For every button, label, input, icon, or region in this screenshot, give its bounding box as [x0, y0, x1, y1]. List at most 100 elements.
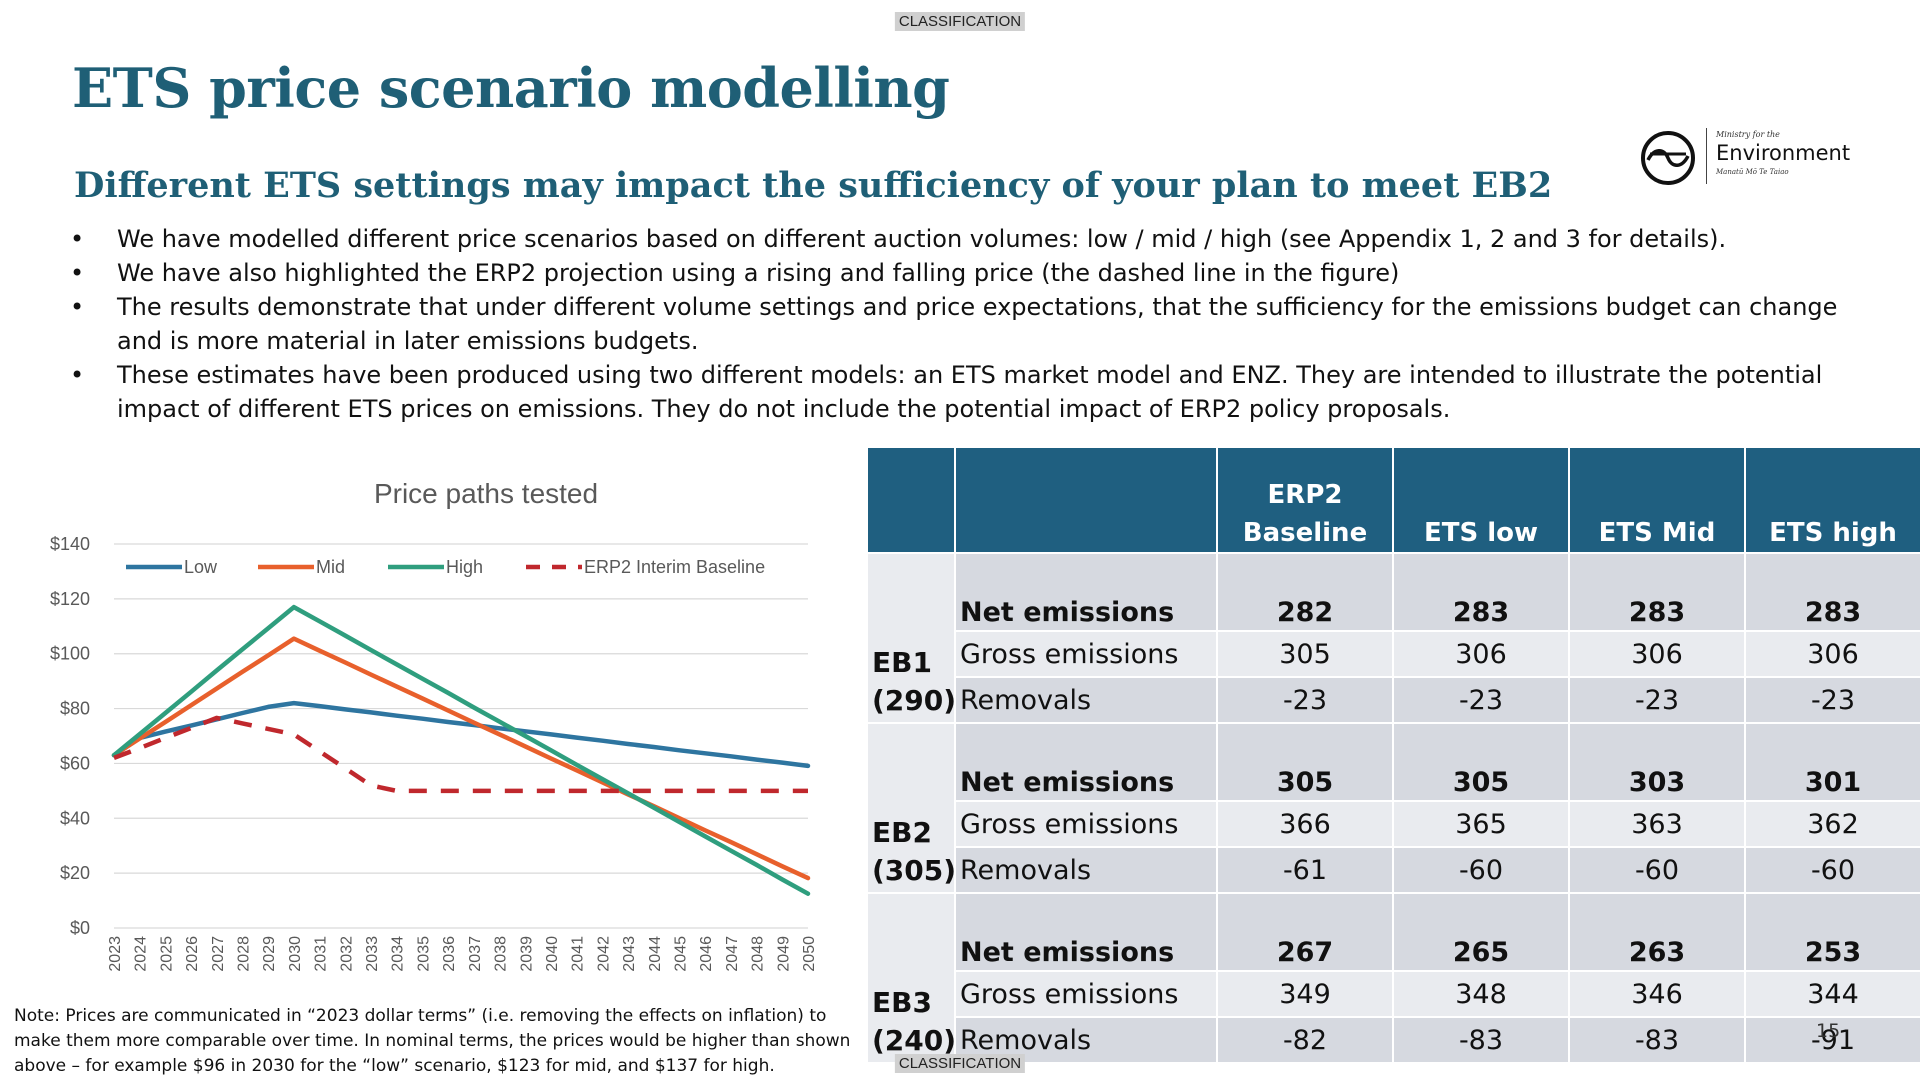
table-cell: 267	[1216, 892, 1394, 972]
row-label: Net emissions	[954, 552, 1218, 632]
table-cell: 362	[1744, 800, 1920, 848]
x-tick-label: 2046	[698, 936, 715, 972]
table-header-cell: ETS low	[1392, 446, 1570, 554]
legend-label: High	[446, 557, 483, 577]
table-cell: 306	[1744, 630, 1920, 678]
table-row: Removals -23 -23 -23 -23	[867, 676, 1920, 724]
logo-divider	[1706, 128, 1707, 184]
x-tick-label: 2031	[313, 936, 330, 972]
table-cell: 365	[1392, 800, 1570, 848]
y-tick-label: $40	[60, 808, 90, 828]
table-header-cell: ERP2 Baseline	[1216, 446, 1394, 554]
bullet-item: We have also highlighted the ERP2 projec…	[68, 256, 1888, 290]
x-tick-label: 2040	[544, 936, 561, 972]
table-header-row: ERP2 Baseline ETS low ETS Mid ETS high	[866, 446, 1920, 554]
table-row: Removals -61 -60 -60 -60	[867, 846, 1920, 894]
classification-label-bottom: CLASSIFICATION	[894, 1054, 1026, 1073]
table-cell: -60	[1392, 846, 1570, 894]
x-tick-label: 2030	[287, 936, 304, 972]
table-cell: 301	[1744, 722, 1920, 802]
x-tick-label: 2038	[493, 936, 510, 972]
table-row: EB3 (240) Net emissions 267 265 263 253	[866, 892, 1920, 1064]
x-tick-label: 2034	[390, 936, 407, 972]
series-line-mid	[111, 636, 811, 881]
bullet-list: We have modelled different price scenari…	[68, 222, 1888, 426]
row-label: Removals	[954, 846, 1218, 894]
logo-maori-text: Manatū Mō Te Taiao	[1716, 168, 1789, 176]
chart-note: Note: Prices are communicated in “2023 d…	[14, 1006, 851, 1076]
table-cell: 363	[1568, 800, 1746, 848]
table-row: EB1 (290) Net emissions 282 283 283 283	[866, 552, 1920, 724]
x-tick-label: 2041	[570, 936, 587, 972]
table-cell: 263	[1568, 892, 1746, 972]
classification-label-top: CLASSIFICATION	[894, 12, 1026, 31]
table-cell: 265	[1392, 892, 1570, 972]
table-cell: -83	[1568, 1016, 1746, 1064]
table-cell: -23	[1216, 676, 1394, 724]
legend-label: Mid	[316, 557, 345, 577]
table-cell: 366	[1216, 800, 1394, 848]
row-label: Net emissions	[954, 892, 1218, 972]
table-row: Gross emissions 349 348 346 344	[867, 970, 1920, 1018]
x-tick-label: 2033	[364, 936, 381, 972]
table-header-cell: ETS Mid	[1568, 446, 1746, 554]
x-tick-label: 2024	[133, 936, 150, 972]
row-label: Gross emissions	[954, 630, 1218, 678]
table-cell: 303	[1568, 722, 1746, 802]
table-row: Gross emissions 366 365 363 362	[867, 800, 1920, 848]
series-line-low	[111, 700, 811, 769]
logo-small-text: Ministry for the	[1716, 130, 1780, 139]
row-label: Net emissions	[954, 722, 1218, 802]
logo-big-text: Environment	[1716, 141, 1851, 165]
table-cell: 282	[1216, 552, 1394, 632]
x-tick-label: 2042	[595, 936, 612, 972]
x-tick-label: 2023	[107, 936, 124, 972]
x-tick-label: 2044	[647, 936, 664, 972]
x-tick-label: 2045	[672, 936, 689, 972]
table-cell: 305	[1216, 630, 1394, 678]
x-tick-label: 2037	[467, 936, 484, 972]
bullet-item: We have modelled different price scenari…	[68, 222, 1888, 256]
y-tick-label: $0	[70, 918, 90, 938]
bullet-item: These estimates have been produced using…	[68, 358, 1888, 426]
ministry-logo-icon	[1641, 131, 1695, 185]
table-cell: 306	[1392, 630, 1570, 678]
y-tick-label: $60	[60, 753, 90, 773]
row-label: Gross emissions	[954, 800, 1218, 848]
table-header-cell: ETS high	[1744, 446, 1920, 554]
table-cell: 344	[1744, 970, 1920, 1018]
series-line-high	[111, 604, 811, 896]
table-header-cell	[866, 446, 956, 554]
x-tick-label: 2032	[338, 936, 355, 972]
table-cell: -23	[1744, 676, 1920, 724]
y-tick-label: $80	[60, 699, 90, 719]
chart-title: Price paths tested	[374, 478, 598, 509]
x-tick-label: 2036	[441, 936, 458, 972]
table-cell: -61	[1216, 846, 1394, 894]
table-cell: 306	[1568, 630, 1746, 678]
y-tick-label: $140	[50, 534, 90, 554]
x-tick-label: 2050	[801, 936, 818, 972]
table-cell: -60	[1744, 846, 1920, 894]
table-row: Gross emissions 305 306 306 306	[867, 630, 1920, 678]
table-cell: 283	[1568, 552, 1746, 632]
table-cell: 305	[1216, 722, 1394, 802]
x-tick-label: 2047	[724, 936, 741, 972]
table-row: EB2 (305) Net emissions 305 305 303 301	[866, 722, 1920, 894]
price-paths-chart: Price paths tested $0 $20 $40 $60 $80 $100 $120…	[50, 478, 818, 972]
x-tick-label: 2049	[775, 936, 792, 972]
legend-label: Low	[184, 557, 218, 577]
row-label: Removals	[954, 676, 1218, 724]
emissions-table: ERP2 Baseline ETS low ETS Mid ETS high E…	[866, 446, 1920, 1064]
budget-label: EB2 (305)	[866, 722, 956, 894]
page-title: ETS price scenario modelling	[72, 56, 950, 120]
table-cell: 283	[1392, 552, 1570, 632]
table-cell: 283	[1744, 552, 1920, 632]
x-tick-label: 2029	[261, 936, 278, 972]
x-tick-label: 2043	[621, 936, 638, 972]
x-tick-label: 2025	[158, 936, 175, 972]
x-tick-label: 2027	[210, 936, 227, 972]
page-number: 15	[1816, 1020, 1841, 1042]
table-cell: -60	[1568, 846, 1746, 894]
x-tick-label: 2039	[518, 936, 535, 972]
